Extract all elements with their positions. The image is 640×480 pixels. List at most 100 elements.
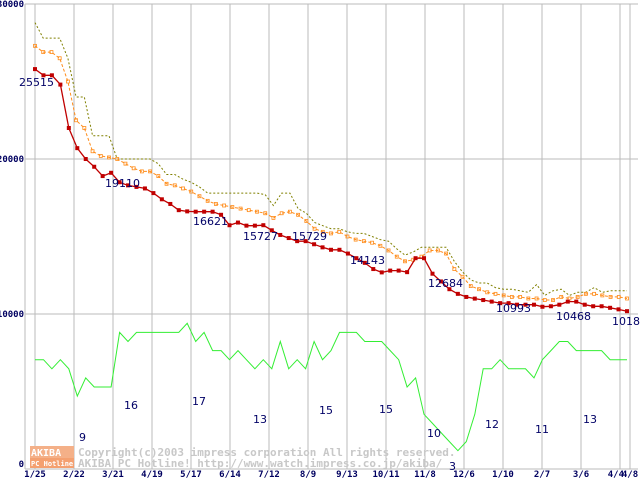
point-average xyxy=(230,205,235,209)
point-average xyxy=(287,209,292,214)
point-min xyxy=(83,157,88,161)
data-label-min: 15729 xyxy=(292,230,327,243)
point-min xyxy=(303,239,308,244)
series-line-max xyxy=(34,22,627,297)
point-average xyxy=(189,189,194,194)
point-min xyxy=(379,270,384,275)
point-min xyxy=(405,270,410,275)
point-min xyxy=(168,201,173,206)
point-min xyxy=(523,302,528,307)
x-tick-label: 3/21 xyxy=(102,470,124,480)
point-average xyxy=(534,296,539,301)
point-average xyxy=(255,209,259,214)
point-average xyxy=(123,161,128,166)
x-tick-label: 4/8 xyxy=(622,470,638,480)
series-line-shops xyxy=(35,322,627,452)
point-average xyxy=(551,298,555,302)
point-min xyxy=(574,299,579,304)
point-min xyxy=(515,302,520,307)
point-min xyxy=(625,309,629,314)
series-group xyxy=(33,22,629,452)
point-min xyxy=(134,184,139,189)
x-tick-label: 7/12 xyxy=(258,470,280,480)
point-min xyxy=(616,307,621,312)
data-label-min: 12684 xyxy=(428,277,463,290)
data-label-shops: 11 xyxy=(535,423,549,436)
point-min xyxy=(286,236,291,241)
point-average xyxy=(485,290,490,295)
point-min xyxy=(75,146,80,151)
point-average xyxy=(296,212,301,217)
x-tick-label: 11/8 xyxy=(414,470,436,480)
data-label-shops: 17 xyxy=(192,395,206,408)
x-tick-label: 1/25 xyxy=(24,470,46,480)
point-min xyxy=(100,174,105,179)
copyright-line: Copyright(c)2003 impress corporation All… xyxy=(78,446,456,459)
point-average xyxy=(181,186,185,191)
point-average xyxy=(518,295,523,299)
x-tick-label: 3/6 xyxy=(573,470,589,480)
point-min xyxy=(117,180,122,185)
point-average xyxy=(107,155,111,160)
point-average xyxy=(139,169,144,174)
data-label-shops: 13 xyxy=(583,413,597,426)
point-min xyxy=(582,302,587,307)
point-average xyxy=(337,229,342,234)
point-average xyxy=(82,126,87,130)
data-label-shops: 15 xyxy=(379,403,393,416)
point-average xyxy=(583,291,588,296)
point-average xyxy=(205,198,210,203)
point-average xyxy=(427,248,432,253)
logo-bottom: PC Hotline! xyxy=(31,460,77,468)
point-min xyxy=(227,223,232,228)
point-min xyxy=(176,208,181,213)
data-label-shops: 9 xyxy=(79,431,86,444)
point-min xyxy=(41,73,46,78)
point-min xyxy=(438,279,443,284)
point-min xyxy=(269,228,274,233)
point-min xyxy=(565,299,570,304)
point-min xyxy=(430,271,435,276)
y-tick-label: 10000 xyxy=(0,310,24,320)
data-label-shops: 13 xyxy=(253,413,267,426)
point-min xyxy=(109,170,114,175)
point-average xyxy=(625,296,629,301)
logo-bottom-box xyxy=(30,458,74,468)
point-average xyxy=(115,157,120,161)
point-min xyxy=(337,247,342,252)
point-min xyxy=(210,209,215,214)
point-min xyxy=(49,73,54,78)
y-tick-label: 30000 xyxy=(0,0,24,10)
point-average xyxy=(57,56,62,61)
point-min xyxy=(202,209,207,214)
x-tick-label: 2/7 xyxy=(534,470,550,480)
point-average xyxy=(329,231,333,236)
point-average xyxy=(222,203,227,208)
point-min xyxy=(185,209,190,214)
point-min xyxy=(312,242,317,247)
point-average xyxy=(148,169,153,174)
point-average xyxy=(608,295,613,299)
point-average xyxy=(90,149,95,154)
x-tick-label: 5/17 xyxy=(180,470,202,480)
point-min xyxy=(354,256,359,261)
point-min xyxy=(531,302,536,307)
point-min xyxy=(481,298,486,303)
point-min xyxy=(388,268,393,273)
point-min xyxy=(489,299,494,304)
point-min xyxy=(422,256,427,261)
point-average xyxy=(600,293,605,298)
logo-top-box xyxy=(30,446,74,458)
point-min xyxy=(126,183,131,188)
point-min xyxy=(193,209,198,214)
y-tick-label: 0 xyxy=(19,460,24,470)
point-average xyxy=(460,274,465,279)
point-min xyxy=(455,291,460,296)
point-min xyxy=(33,67,37,72)
data-label-min: 25515 xyxy=(19,76,54,89)
point-average xyxy=(592,291,597,296)
point-average xyxy=(575,295,580,299)
point-min xyxy=(599,304,604,309)
point-average xyxy=(131,166,136,171)
